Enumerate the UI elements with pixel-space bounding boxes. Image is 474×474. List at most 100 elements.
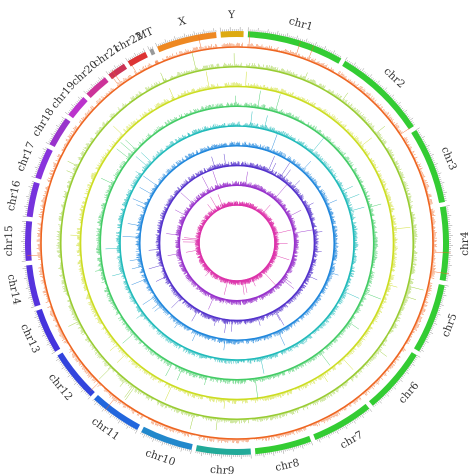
tick-mark (174, 36, 176, 41)
track-bars (56, 52, 424, 431)
tick-mark (64, 368, 67, 370)
tick-mark (35, 314, 38, 316)
tick-mark (325, 435, 327, 438)
tick-mark (411, 363, 415, 366)
tick-mark (129, 57, 132, 60)
ideogram-chr1 (247, 31, 342, 64)
tick-mark (406, 369, 409, 372)
tick-mark (424, 142, 427, 144)
tick-mark (386, 393, 390, 397)
tick-mark (341, 427, 343, 430)
tick-mark (37, 325, 42, 328)
tick-mark (100, 77, 103, 80)
track-bars (148, 153, 323, 333)
tick-mark (441, 296, 445, 298)
tick-mark (80, 387, 83, 390)
tick-mark (180, 36, 182, 39)
tick-mark (359, 68, 362, 71)
tick-mark (294, 447, 296, 450)
tick-mark (402, 109, 405, 111)
tick-mark (119, 63, 122, 66)
tick-mark (393, 98, 396, 101)
tick-mark (390, 389, 392, 391)
tick-mark (147, 46, 150, 51)
tick-mark (42, 334, 46, 337)
tick-mark (183, 448, 184, 451)
ideogram-chr12 (57, 352, 95, 397)
tick-mark (316, 44, 318, 47)
tick-mark (40, 327, 43, 329)
tick-mark (422, 138, 425, 141)
tick-mark (348, 60, 350, 63)
tick-mark (383, 396, 385, 398)
tick-mark (173, 445, 175, 448)
tick-mark (323, 436, 326, 439)
tick-mark (419, 133, 422, 136)
tick-mark (118, 64, 120, 67)
tick-mark (375, 402, 378, 405)
tick-mark (45, 337, 48, 340)
tick-mark (49, 139, 52, 141)
tick-mark (372, 78, 374, 81)
ideogram-chr7 (313, 403, 370, 440)
tick-mark (29, 188, 32, 190)
ideogram-chr21 (108, 63, 128, 80)
tick-mark (134, 52, 137, 57)
tick-mark (298, 38, 300, 41)
tick-mark (267, 29, 269, 34)
track-baseline (59, 65, 415, 421)
tick-mark (391, 387, 394, 390)
tick-mark (51, 351, 56, 355)
tick-mark (372, 405, 375, 408)
tick-mark (436, 315, 439, 317)
tick-mark (364, 72, 367, 74)
tick-mark (71, 107, 74, 109)
tick-mark (438, 309, 441, 311)
tick-mark (30, 184, 33, 186)
tick-mark (167, 40, 169, 43)
tick-mark (367, 74, 370, 77)
tick-mark (120, 420, 123, 423)
tick-mark (76, 383, 79, 386)
tick-mark (322, 436, 324, 439)
tick-mark (34, 312, 37, 314)
tick-mark (50, 133, 55, 136)
tick-mark (436, 171, 439, 173)
tick-mark (43, 151, 46, 153)
tick-mark (366, 410, 368, 413)
tick-mark (43, 332, 46, 334)
tick-mark (294, 36, 296, 40)
tick-mark (370, 77, 373, 79)
tick-mark (420, 349, 424, 352)
tick-mark (159, 43, 161, 46)
tick-mark (31, 183, 34, 185)
tick-mark (415, 356, 418, 359)
tick-mark (384, 394, 387, 397)
tick-mark (135, 429, 138, 434)
data-track (122, 134, 339, 351)
tick-mark (77, 96, 82, 100)
tick-mark (25, 287, 30, 289)
tick-mark (301, 39, 303, 42)
tick-mark (322, 47, 324, 50)
tick-mark (66, 371, 69, 373)
tick-mark (349, 422, 352, 425)
tick-mark (429, 331, 434, 334)
tick-mark (67, 372, 70, 375)
tick-mark (327, 49, 329, 52)
tick-mark (273, 451, 275, 456)
tick-mark (169, 444, 171, 447)
ideogram-chr11 (93, 395, 141, 431)
tick-mark (355, 65, 357, 68)
tick-mark (182, 35, 184, 39)
tick-mark (132, 428, 134, 430)
tick-mark (24, 205, 29, 208)
track-bars (27, 31, 451, 444)
chromosome-label: chr16 (5, 179, 23, 212)
tick-mark (45, 147, 48, 149)
tick-mark (93, 400, 96, 403)
tick-mark (110, 70, 112, 73)
tick-mark (64, 112, 69, 115)
tick-mark (375, 80, 377, 83)
tick-mark (327, 434, 330, 439)
